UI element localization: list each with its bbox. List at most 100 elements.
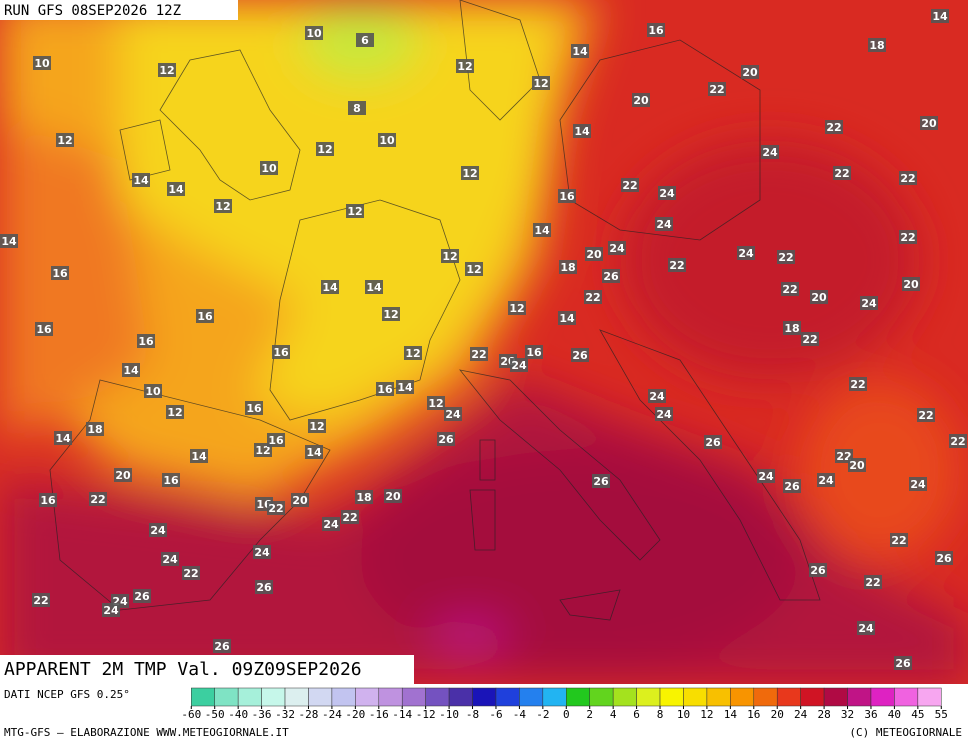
temperature-label: 16	[52, 267, 68, 280]
colorbar-tick-label: -60	[181, 708, 201, 721]
label-box	[849, 377, 867, 391]
temperature-label: 22	[834, 167, 849, 180]
colorbar-tick-label: -12	[416, 708, 436, 721]
label-box	[214, 199, 232, 213]
temperature-label: 12	[457, 60, 472, 73]
label-box	[305, 445, 323, 459]
label-box	[860, 296, 878, 310]
temperature-label: 22	[709, 83, 724, 96]
colorbar-tick-label: -20	[345, 708, 365, 721]
label-box	[899, 230, 917, 244]
colorbar-tick-label: 32	[841, 708, 854, 721]
colorbar-swatch	[823, 687, 848, 707]
temperature-label: 12	[57, 134, 72, 147]
temperature-label: 22	[585, 291, 600, 304]
colorbar-tick-label: -40	[228, 708, 248, 721]
temperature-label: 22	[836, 450, 851, 463]
colorbar-swatch	[753, 687, 778, 707]
temperature-label: 16	[273, 346, 289, 359]
label-box	[935, 551, 953, 565]
header-box	[0, 0, 238, 20]
source: DATI NCEP GFS 0.25°	[4, 688, 130, 701]
temperature-label: 26	[705, 436, 721, 449]
colorbar-tick-label: 2	[586, 708, 593, 721]
temperature-label: 26	[256, 581, 272, 594]
colorbar-swatch	[566, 687, 590, 707]
colorbar-tick-label: -36	[252, 708, 272, 721]
label-box	[56, 133, 74, 147]
label-box	[346, 204, 364, 218]
label-box	[761, 145, 779, 159]
colorbar-tick-label: -10	[439, 708, 459, 721]
label-box	[0, 234, 18, 248]
label-box	[322, 517, 340, 531]
temperature-label: 14	[322, 281, 338, 294]
label-box	[655, 407, 673, 421]
label-box	[833, 166, 851, 180]
label-box	[899, 171, 917, 185]
temperature-label: 16	[40, 494, 56, 507]
label-box	[585, 247, 603, 261]
temperature-label: 22	[865, 576, 880, 589]
label-box	[167, 182, 185, 196]
label-box	[378, 133, 396, 147]
temperature-label: 16	[559, 190, 575, 203]
label-box	[902, 277, 920, 291]
colorbar-tick-label: 20	[771, 708, 784, 721]
label-box	[508, 301, 526, 315]
temperature-label: 14	[366, 281, 382, 294]
label-box	[291, 493, 309, 507]
temperature-label: 12	[383, 308, 398, 321]
colorbar-tick-label: 10	[677, 708, 690, 721]
label-box	[465, 262, 483, 276]
temperature-label: 20	[921, 117, 937, 130]
temperature-label: 18	[560, 261, 575, 274]
temperature-label: 24	[323, 518, 339, 531]
temperature-label: 22	[826, 121, 841, 134]
temperature-label: 14	[123, 364, 139, 377]
temperature-label: 12	[309, 420, 324, 433]
label-box	[533, 223, 551, 237]
temperature-label: 22	[669, 259, 684, 272]
colorbar-swatch	[589, 687, 614, 707]
temperature-label: 22	[900, 231, 915, 244]
label-box	[86, 422, 104, 436]
colorbar-swatch	[870, 687, 895, 707]
label-box	[781, 282, 799, 296]
temperature-label: 22	[90, 493, 105, 506]
colorbar-tick-label: 14	[724, 708, 738, 721]
label-box	[558, 189, 576, 203]
label-box	[647, 23, 665, 37]
colorbar-tick-label: 4	[610, 708, 617, 721]
label-box	[404, 346, 422, 360]
temperature-label: 14	[574, 125, 590, 138]
label-box	[825, 120, 843, 134]
colorbar-tick-label: 28	[817, 708, 830, 721]
colorbar-tick-label: -2	[536, 708, 549, 721]
temperature-label: 20	[115, 469, 131, 482]
temperature-label: 10	[34, 57, 50, 70]
temperature-label: 24	[162, 553, 178, 566]
temperature-label: 20	[811, 291, 827, 304]
label-box	[559, 260, 577, 274]
colorbar-tick-label: 55	[935, 708, 948, 721]
temperature-label: 26	[603, 270, 619, 283]
temperature-label: 16	[246, 402, 262, 415]
temperature-label: 22	[900, 172, 915, 185]
temperature-label: 24	[254, 546, 270, 559]
colorbar-swatch	[191, 687, 215, 707]
label-box	[444, 407, 462, 421]
colorbar-swatch	[214, 687, 239, 707]
label-box	[33, 56, 51, 70]
label-box	[267, 501, 285, 515]
colorbar-tick-label: -4	[513, 708, 527, 721]
label-box	[260, 161, 278, 175]
label-box	[253, 545, 271, 559]
colorbar-tick-label: -24	[322, 708, 342, 721]
label-box	[920, 116, 938, 130]
label-box	[35, 322, 53, 336]
label-box	[783, 321, 801, 335]
colorbar-tick-label: 6	[633, 708, 640, 721]
